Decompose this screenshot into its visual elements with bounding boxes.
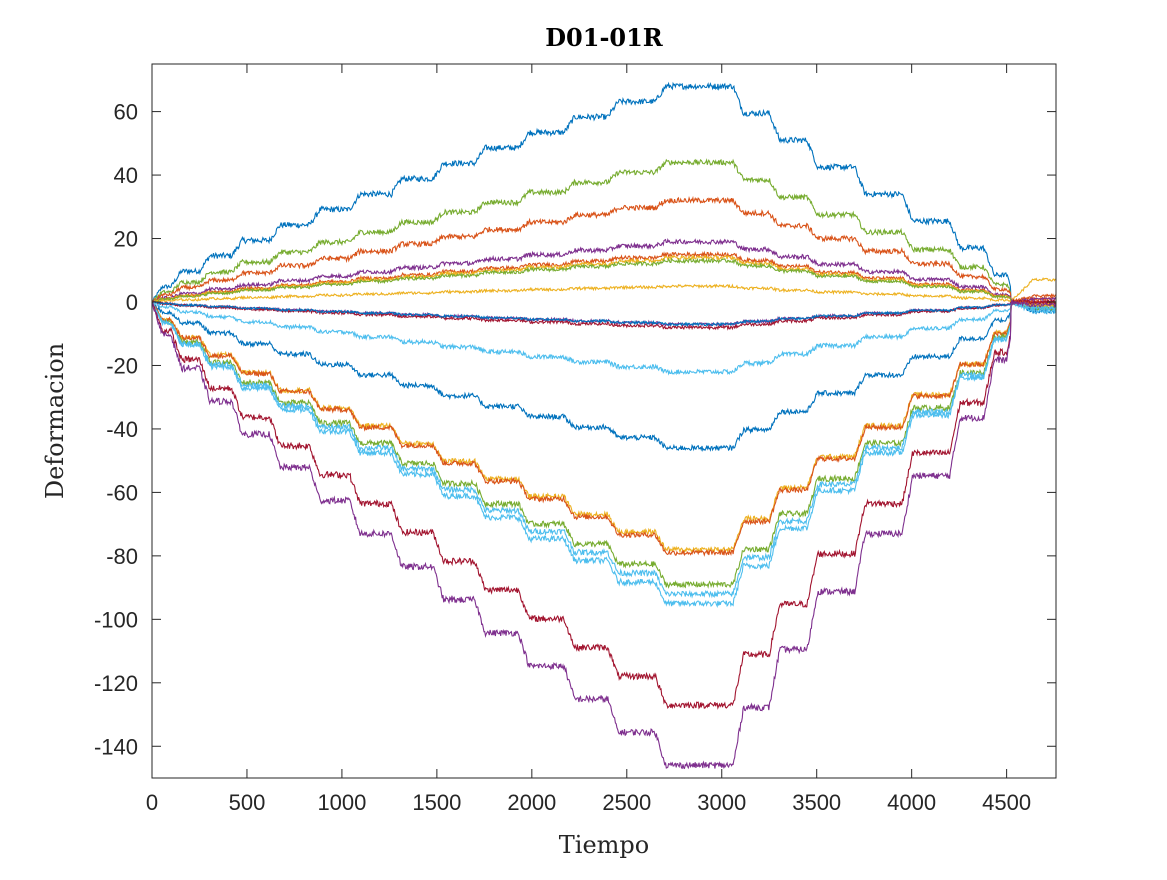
series-line-7	[151, 257, 1057, 311]
x-tick-label: 3000	[697, 790, 746, 815]
x-tick-label: 500	[229, 790, 266, 815]
y-tick-label: -60	[106, 480, 138, 505]
y-tick-label: -20	[106, 353, 138, 378]
series-line-1	[152, 81, 1057, 312]
series-line-13	[151, 301, 1057, 452]
series-line-20	[151, 298, 1057, 770]
x-tick-label: 1500	[412, 790, 461, 815]
x-tick-label: 4000	[887, 790, 936, 815]
chart-title: D01-01R	[545, 23, 664, 52]
y-tick-label: 40	[114, 163, 138, 188]
series-line-11	[151, 300, 1057, 328]
y-tick-label: -100	[94, 607, 138, 632]
y-tick-label: 20	[114, 227, 138, 252]
y-tick-label: 0	[126, 290, 138, 315]
series-line-6	[151, 254, 1056, 308]
series-line-4	[151, 238, 1057, 305]
series-line-8	[151, 277, 1057, 304]
x-axis-label: Tiempo	[559, 831, 649, 859]
x-tick-label: 4500	[982, 790, 1031, 815]
series-line-3	[151, 195, 1057, 303]
series-line-12	[151, 301, 1057, 376]
x-tick-label: 1000	[317, 790, 366, 815]
series-line-18	[152, 300, 1057, 608]
y-tick-label: -40	[106, 417, 138, 442]
y-axis-label: Deformacion	[41, 343, 69, 499]
y-tick-label: -120	[94, 671, 138, 696]
y-tick-label: -80	[106, 544, 138, 569]
series-line-16	[151, 300, 1057, 589]
series-line-15	[151, 299, 1057, 557]
x-tick-label: 2000	[507, 790, 556, 815]
x-tick-label: 0	[146, 790, 158, 815]
axes-box	[151, 63, 1057, 779]
ticks-layer: 0 500 1000 1500 2000 2500 3000 3500 4000 4500 60 40…	[94, 64, 1056, 815]
y-tick-label: -140	[94, 734, 138, 759]
series-line-17	[151, 298, 1057, 599]
series-line-2	[151, 158, 1057, 308]
x-tick-label: 2500	[602, 790, 651, 815]
y-tick-label: 60	[114, 100, 138, 125]
series-line-19	[151, 298, 1057, 710]
series-layer	[151, 81, 1057, 770]
series-line-10	[151, 299, 1056, 331]
x-tick-label: 3500	[792, 790, 841, 815]
